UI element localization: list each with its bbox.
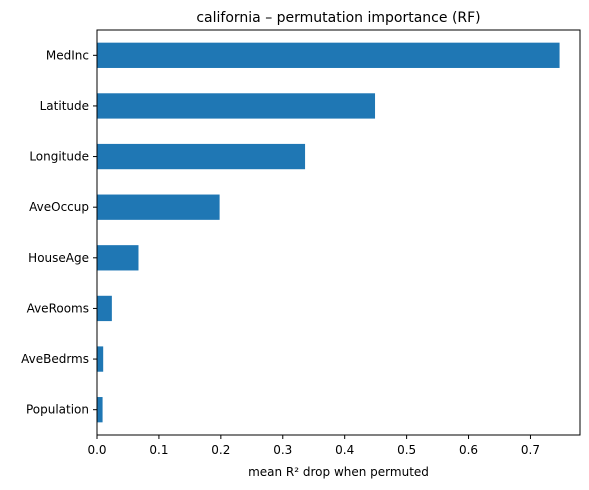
bar-houseage xyxy=(97,245,139,271)
bar-latitude xyxy=(97,93,376,119)
x-tick-label: 0.7 xyxy=(521,443,540,457)
bar-aveoccup xyxy=(97,194,220,220)
y-axis-ticks: MedInc Latitude Longitude AveOccup HouseAge A… xyxy=(21,48,97,417)
y-tick-label-averooms: AveRooms xyxy=(27,301,89,315)
y-tick-label-aveoccup: AveOccup xyxy=(29,200,89,214)
y-tick-label-houseage: HouseAge xyxy=(28,251,89,265)
x-tick-label: 0.5 xyxy=(397,443,416,457)
bar-averooms xyxy=(97,295,112,322)
y-tick-label-avebedrms: AveBedrms xyxy=(21,352,89,366)
x-tick-label: 0.4 xyxy=(335,443,354,457)
x-tick-label: 0.6 xyxy=(459,443,478,457)
x-tick-label: 0.2 xyxy=(211,443,230,457)
y-tick-label-population: Population xyxy=(26,403,89,417)
x-tick-label: 0.3 xyxy=(273,443,292,457)
bar-avebedrms xyxy=(97,346,104,372)
bar-longitude xyxy=(97,143,306,170)
y-tick-label-longitude: Longitude xyxy=(29,150,89,164)
x-tick-label: 0.1 xyxy=(149,443,168,457)
y-tick-label-latitude: Latitude xyxy=(40,99,89,113)
x-axis-ticks: 0.0 0.1 0.2 0.3 0.4 0.5 0.6 0.7 xyxy=(87,435,540,457)
bar-population xyxy=(97,397,103,423)
x-axis-label: mean R² drop when permuted xyxy=(248,465,429,479)
chart-title: california – permutation importance (RF) xyxy=(196,10,480,26)
bar-medinc xyxy=(97,42,560,68)
y-tick-label-medinc: MedInc xyxy=(46,48,89,62)
bars-group xyxy=(97,42,560,423)
x-tick-label: 0.0 xyxy=(87,443,106,457)
plot-frame xyxy=(96,29,581,436)
